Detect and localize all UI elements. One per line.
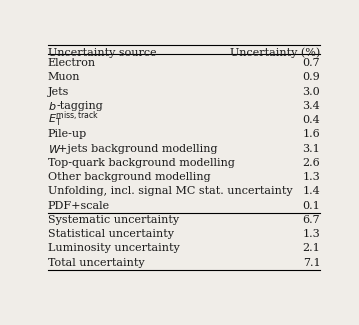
Text: 2.6: 2.6 [303,158,320,168]
Text: $b$: $b$ [48,100,56,112]
Text: Muon: Muon [48,72,80,82]
Text: +jets background modelling: +jets background modelling [58,144,218,154]
Text: 0.4: 0.4 [303,115,320,125]
Text: 1.3: 1.3 [303,229,320,239]
Text: $E_{\mathrm{T}}^{\mathrm{miss,track}}$: $E_{\mathrm{T}}^{\mathrm{miss,track}}$ [48,110,99,130]
Text: PDF+scale: PDF+scale [48,201,110,211]
Text: Top-quark background modelling: Top-quark background modelling [48,158,234,168]
Text: Unfolding, incl. signal MC stat. uncertainty: Unfolding, incl. signal MC stat. uncerta… [48,187,292,196]
Text: 0.7: 0.7 [303,58,320,68]
Text: 6.7: 6.7 [303,215,320,225]
Text: Luminosity uncertainty: Luminosity uncertainty [48,243,180,254]
Text: Jets: Jets [48,86,69,97]
Text: 1.3: 1.3 [303,172,320,182]
Text: $W$: $W$ [48,143,61,155]
Text: Uncertainty (%): Uncertainty (%) [230,48,320,58]
Text: 0.1: 0.1 [303,201,320,211]
Text: Pile-up: Pile-up [48,129,87,139]
Text: 3.1: 3.1 [303,144,320,154]
Text: 7.1: 7.1 [303,258,320,268]
Text: Statistical uncertainty: Statistical uncertainty [48,229,174,239]
Text: 2.1: 2.1 [303,243,320,254]
Text: Electron: Electron [48,58,96,68]
Text: Uncertainty source: Uncertainty source [48,48,156,58]
Text: 1.4: 1.4 [303,187,320,196]
Text: Systematic uncertainty: Systematic uncertainty [48,215,179,225]
Text: Total uncertainty: Total uncertainty [48,258,144,268]
Text: 3.4: 3.4 [303,101,320,111]
Text: 3.0: 3.0 [303,86,320,97]
Text: 0.9: 0.9 [303,72,320,82]
Text: 1.6: 1.6 [303,129,320,139]
Text: -tagging: -tagging [57,101,103,111]
Text: Other background modelling: Other background modelling [48,172,210,182]
